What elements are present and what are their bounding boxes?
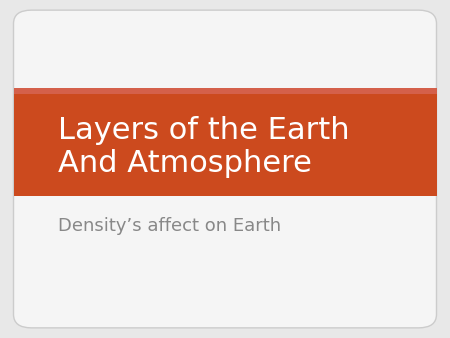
Text: Density’s affect on Earth: Density’s affect on Earth: [58, 217, 282, 236]
Text: Layers of the Earth: Layers of the Earth: [58, 116, 350, 145]
FancyBboxPatch shape: [14, 88, 436, 94]
Text: And Atmosphere: And Atmosphere: [58, 149, 312, 178]
FancyBboxPatch shape: [14, 88, 436, 196]
FancyBboxPatch shape: [14, 10, 436, 328]
